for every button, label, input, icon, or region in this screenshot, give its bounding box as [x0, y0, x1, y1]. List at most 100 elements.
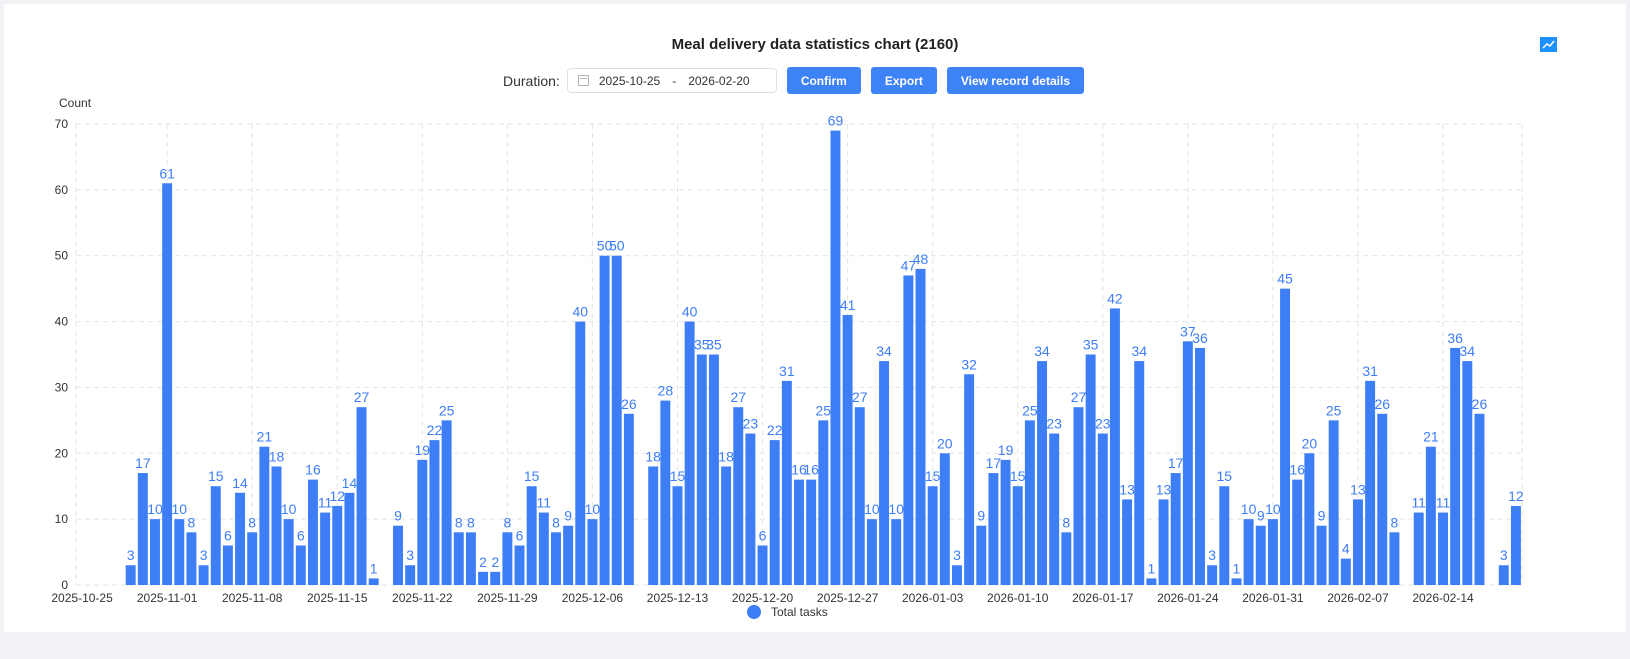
bar[interactable] [939, 453, 950, 585]
bar[interactable] [1000, 459, 1011, 585]
bar[interactable] [866, 519, 877, 585]
bar[interactable] [964, 374, 975, 585]
bar[interactable] [1195, 347, 1205, 585]
bar[interactable] [1122, 499, 1133, 585]
bar[interactable] [344, 492, 355, 585]
bar[interactable] [222, 545, 233, 585]
bar[interactable] [1037, 361, 1048, 585]
bar[interactable] [368, 578, 379, 585]
bar[interactable] [162, 183, 173, 585]
bar[interactable] [927, 486, 938, 585]
bar[interactable] [259, 446, 270, 585]
bar[interactable] [174, 519, 185, 585]
bar[interactable] [210, 486, 221, 585]
bar[interactable] [1219, 486, 1230, 585]
bar[interactable] [1049, 433, 1060, 585]
bar[interactable] [1170, 473, 1181, 585]
bar[interactable] [502, 532, 513, 585]
bar[interactable] [660, 400, 671, 585]
bar[interactable] [842, 314, 853, 585]
bar[interactable] [198, 565, 209, 585]
bar[interactable] [830, 130, 841, 586]
bar[interactable] [1255, 525, 1266, 585]
end-date[interactable]: 2026-02-20 [688, 73, 750, 88]
bar[interactable] [1207, 565, 1218, 585]
bar[interactable] [769, 440, 780, 585]
bar[interactable] [514, 545, 525, 585]
bar[interactable] [611, 255, 622, 585]
bar[interactable] [1498, 565, 1509, 585]
view-record-details-button[interactable]: View record details [946, 67, 1084, 94]
bar[interactable] [684, 321, 695, 585]
bar[interactable] [150, 519, 160, 585]
bar[interactable] [745, 433, 756, 585]
bar[interactable] [1231, 578, 1242, 585]
bar[interactable] [708, 354, 719, 586]
bar[interactable] [1267, 519, 1278, 585]
bar[interactable] [125, 565, 136, 585]
bar[interactable] [1243, 519, 1254, 585]
bar[interactable] [1012, 486, 1023, 585]
bar[interactable] [332, 505, 343, 585]
bar[interactable] [1304, 453, 1315, 585]
bar[interactable] [1352, 499, 1363, 585]
bar[interactable] [587, 519, 598, 585]
bar[interactable] [405, 565, 416, 585]
bar[interactable] [478, 571, 489, 585]
bar[interactable] [988, 473, 999, 585]
bar[interactable] [915, 268, 926, 585]
bar[interactable] [550, 532, 561, 585]
bar[interactable] [526, 486, 537, 585]
bar[interactable] [854, 407, 865, 585]
legend-marker[interactable] [747, 605, 761, 619]
bar[interactable] [393, 525, 403, 585]
bar[interactable] [794, 479, 804, 585]
bar[interactable] [781, 380, 792, 585]
bar[interactable] [1109, 308, 1120, 585]
bar[interactable] [696, 354, 707, 586]
bar[interactable] [235, 492, 246, 585]
bar[interactable] [295, 545, 306, 585]
bar[interactable] [429, 440, 440, 585]
bar[interactable] [453, 532, 464, 585]
bar[interactable] [951, 565, 962, 585]
bar[interactable] [320, 512, 331, 585]
bar[interactable] [806, 479, 817, 585]
bar[interactable] [1158, 499, 1169, 585]
bar[interactable] [879, 361, 890, 585]
bar[interactable] [1328, 420, 1339, 585]
bar[interactable] [538, 512, 549, 585]
bar[interactable] [1134, 361, 1145, 585]
bar[interactable] [137, 473, 148, 585]
bar[interactable] [247, 532, 258, 585]
bar[interactable] [818, 420, 829, 585]
bar[interactable] [563, 525, 574, 585]
bar[interactable] [599, 255, 610, 585]
bar[interactable] [1292, 479, 1303, 585]
bar[interactable] [1377, 413, 1388, 585]
bar[interactable] [1365, 380, 1376, 585]
bar[interactable] [976, 525, 987, 585]
bar[interactable] [1061, 532, 1072, 585]
bar[interactable] [283, 519, 294, 585]
bar[interactable] [1389, 532, 1400, 585]
export-button[interactable]: Export [870, 67, 937, 94]
line-chart-icon[interactable] [1540, 37, 1557, 52]
date-range-picker[interactable]: 2025-10-25 - 2026-02-20 [566, 68, 777, 93]
bar[interactable] [1182, 341, 1193, 585]
bar[interactable] [1024, 420, 1035, 585]
bar[interactable] [186, 532, 197, 585]
confirm-button[interactable]: Confirm [786, 67, 861, 94]
bar[interactable] [1280, 288, 1291, 585]
bar[interactable] [356, 407, 367, 585]
bar[interactable] [757, 545, 768, 585]
legend-label[interactable]: Total tasks [771, 605, 828, 619]
bar[interactable] [465, 532, 476, 585]
bar[interactable] [1438, 512, 1448, 585]
bar[interactable] [490, 571, 501, 585]
start-date[interactable]: 2025-10-25 [598, 73, 661, 88]
bar[interactable] [672, 486, 683, 585]
bar[interactable] [1146, 578, 1157, 585]
bar[interactable] [575, 321, 586, 585]
bar[interactable] [733, 407, 744, 585]
